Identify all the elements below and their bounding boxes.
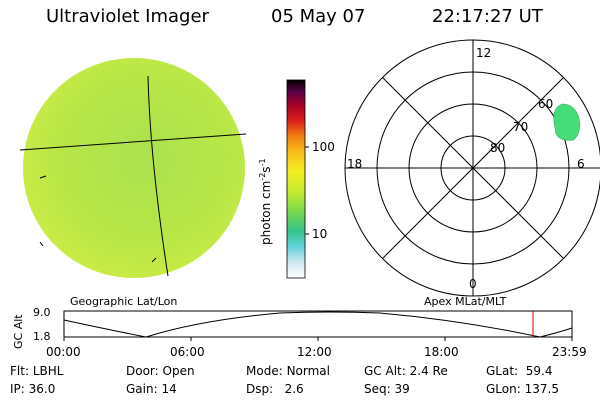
- altitude-timeline: [63, 310, 573, 341]
- mlt-label-18: 18: [347, 157, 363, 171]
- earth-disk-image: [19, 58, 247, 278]
- xtick-1800: 18:00: [424, 345, 459, 359]
- colorbar-tick-100: 100: [312, 140, 335, 154]
- instrument-title: Ultraviolet Imager: [46, 6, 209, 27]
- longitude-line: [147, 75, 169, 277]
- info-gain: Gain: 14: [126, 382, 177, 396]
- colorbar-unit-label: photon cm-2s-1: [258, 158, 273, 245]
- info-flt: Flt: LBHL: [10, 364, 64, 378]
- info-gc-alt: GC Alt: 2.4 Re: [364, 364, 448, 378]
- info-glat: GLat: 59.4: [486, 364, 553, 378]
- info-mode: Mode: Normal: [246, 364, 330, 378]
- color-scale-bar: [286, 79, 309, 279]
- timeline-ylabel: GC Alt: [12, 314, 25, 349]
- xtick-0000: 00:00: [46, 345, 81, 359]
- mlt-label-0: 0: [469, 277, 477, 291]
- info-glon: GLon: 137.5: [486, 382, 559, 396]
- info-seq: Seq: 39: [364, 382, 410, 396]
- ytick-1-8: 1.8: [33, 330, 51, 343]
- caption-geographic: Geographic Lat/Lon: [70, 295, 178, 308]
- info-dsp: Dsp: 2.6: [246, 382, 304, 396]
- mlt-label-12: 12: [476, 46, 492, 60]
- mlt-label-6: 6: [577, 157, 585, 171]
- caption-apex: Apex MLat/MLT: [424, 295, 507, 308]
- auroral-patch: [553, 103, 581, 141]
- lat-label-80: 80: [490, 141, 506, 155]
- ytick-9: 9.0: [33, 306, 51, 319]
- xtick-1200: 12:00: [297, 345, 332, 359]
- latitude-line: [19, 133, 247, 151]
- observation-date: 05 May 07: [271, 6, 366, 27]
- info-ip: IP: 36.0: [10, 382, 56, 396]
- altitude-curve: [63, 311, 573, 338]
- lat-label-70: 70: [513, 120, 529, 134]
- observation-time: 22:17:27 UT: [432, 6, 543, 27]
- info-door: Door: Open: [126, 364, 195, 378]
- colorbar-tick-10: 10: [312, 227, 328, 241]
- xtick-0600: 06:00: [170, 345, 205, 359]
- lat-label-60: 60: [538, 97, 554, 111]
- polar-mlt-plot: [344, 39, 600, 297]
- xtick-2359: 23:59: [552, 345, 587, 359]
